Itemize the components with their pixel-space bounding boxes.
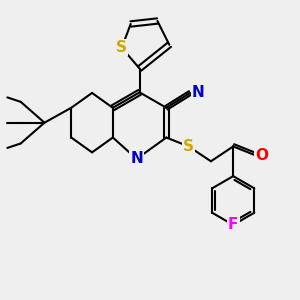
Text: N: N [130,152,143,166]
Text: F: F [228,218,238,232]
Text: S: S [116,40,127,55]
Text: S: S [183,139,194,154]
Text: O: O [256,148,268,163]
Text: N: N [192,85,205,100]
